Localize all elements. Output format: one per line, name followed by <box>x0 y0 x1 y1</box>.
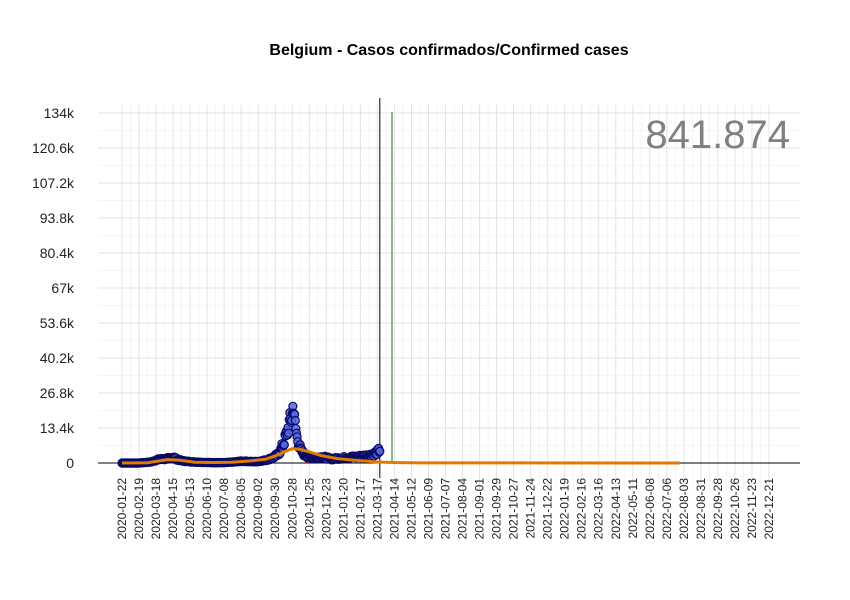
x-tick-label: 2020-01-22 <box>115 478 129 540</box>
x-tick-label: 2021-02-17 <box>353 478 367 540</box>
y-tick-label: 80.4k <box>40 245 75 261</box>
daily-case-point <box>290 415 300 426</box>
daily-case-point <box>375 446 385 456</box>
x-tick-label: 2021-07-07 <box>439 478 453 540</box>
x-tick-label: 2021-04-14 <box>387 478 401 540</box>
x-tick-label: 2021-05-12 <box>404 478 418 540</box>
x-tick-label: 2021-06-09 <box>421 478 435 540</box>
x-tick-label: 2020-04-15 <box>166 478 180 540</box>
x-tick-label: 2020-06-10 <box>200 478 214 540</box>
y-tick-label: 26.8k <box>40 385 75 401</box>
x-tick-label: 2020-08-05 <box>234 478 248 540</box>
y-tick-label: 0 <box>66 455 74 471</box>
x-tick-label: 2020-05-13 <box>183 478 197 540</box>
x-tick-label: 2020-03-18 <box>149 478 163 540</box>
x-tick-label: 2022-08-03 <box>677 478 691 540</box>
x-tick-label: 2022-11-23 <box>745 478 759 539</box>
daily-case-point <box>279 440 289 450</box>
y-tick-label: 134k <box>44 105 75 121</box>
x-tick-label: 2020-09-02 <box>251 478 265 540</box>
x-tick-label: 2022-02-16 <box>575 478 589 540</box>
y-axis-ticks: 0 13.4k 26.8k 40.2k 53.6k 67k 80.4k 93.8k 107.2k… <box>32 105 75 471</box>
smoothed-cases-line <box>121 447 680 465</box>
y-tick-label: 93.8k <box>40 210 75 226</box>
y-tick-label: 53.6k <box>40 315 75 331</box>
x-tick-label: 2022-01-19 <box>558 478 572 540</box>
daily-case-point <box>284 428 294 438</box>
x-tick-label: 2020-10-28 <box>285 478 299 540</box>
y-tick-label: 40.2k <box>40 350 75 366</box>
x-tick-label: 2022-09-28 <box>711 478 725 540</box>
y-tick-label: 120.6k <box>32 140 75 156</box>
daily-cases-points <box>117 401 385 468</box>
x-tick-label: 2020-12-23 <box>319 478 333 540</box>
x-tick-label: 2020-07-08 <box>217 478 231 540</box>
x-tick-label: 2022-07-06 <box>660 478 674 540</box>
x-tick-label: 2021-12-22 <box>541 478 555 540</box>
y-tick-label: 67k <box>51 280 75 296</box>
smoothed-curve <box>121 447 680 465</box>
x-tick-label: 2021-01-20 <box>336 478 350 540</box>
x-tick-label: 2022-12-21 <box>762 478 776 540</box>
total-cases-label: 841.874 <box>645 113 790 157</box>
x-tick-label: 2021-03-17 <box>370 478 384 540</box>
y-tick-label: 107.2k <box>32 175 75 191</box>
x-tick-label: 2022-05-11 <box>626 478 640 539</box>
chart-title: Belgium - Casos confirmados/Confirmed ca… <box>269 42 628 59</box>
x-tick-label: 2020-09-30 <box>268 478 282 540</box>
x-tick-label: 2021-09-01 <box>473 478 487 540</box>
x-tick-label: 2021-10-27 <box>507 478 521 540</box>
x-tick-label: 2022-06-08 <box>643 478 657 540</box>
grid-lines <box>98 105 800 490</box>
x-tick-label: 2021-09-29 <box>490 478 504 540</box>
x-axis-ticks: 2020-01-22 2020-02-19 2020-03-18 2020-04-15… <box>115 478 776 540</box>
x-tick-label: 2022-08-31 <box>694 478 708 540</box>
x-tick-label: 2022-03-16 <box>592 478 606 540</box>
y-tick-label: 13.4k <box>40 420 75 436</box>
x-tick-label: 2021-11-24 <box>524 478 538 539</box>
x-tick-label: 2021-08-04 <box>456 478 470 540</box>
x-tick-label: 2020-02-19 <box>132 478 146 540</box>
x-tick-label: 2022-04-13 <box>609 478 623 540</box>
x-tick-label: 2020-11-25 <box>302 478 316 539</box>
x-tick-label: 2022-10-26 <box>728 478 742 540</box>
